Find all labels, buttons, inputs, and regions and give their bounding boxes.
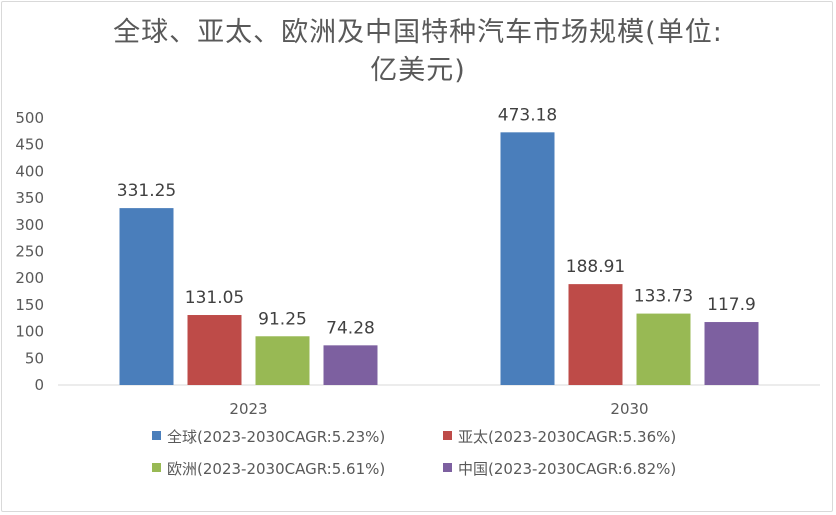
bar-china-2030 [704,322,759,385]
y-tick-label-150: 150 [15,296,44,314]
legend-swatch-asia-pacific [443,431,452,440]
y-tick-label-200: 200 [15,269,44,287]
y-tick-label-350: 350 [15,189,44,207]
bar-global-2030 [500,132,555,385]
x-category-label-2023: 2023 [229,400,267,418]
bar-asia-pacific-2030 [568,284,623,385]
data-label-china-2023: 74.28 [326,318,375,338]
data-label-global-2023: 331.25 [117,181,176,201]
legend-swatch-china [443,463,452,472]
y-tick-label-450: 450 [15,136,44,154]
bar-asia-pacific-2023 [187,315,242,385]
legend-label-europe: 欧洲(2023-2030CAGR:5.61%) [167,460,386,478]
y-tick-label-100: 100 [15,323,44,341]
legend-item-asia-pacific: 亚太(2023-2030CAGR:5.36%) [443,426,676,448]
data-label-china-2030: 117.9 [707,295,756,315]
data-label-europe-2030: 133.73 [634,287,693,307]
chart-legend: 全球(2023-2030CAGR:5.23%) 亚太(2023-2030CAGR… [0,416,836,506]
legend-item-global: 全球(2023-2030CAGR:5.23%) [152,426,385,448]
bar-europe-2030 [636,313,691,385]
x-category-label-2030: 2030 [610,400,648,418]
legend-swatch-global [152,431,161,440]
legend-label-china: 中国(2023-2030CAGR:6.82%) [458,460,677,478]
bar-europe-2023 [255,336,310,385]
chart-title: 全球、亚太、欧洲及中国特种汽车市场规模(单位: 亿美元) [0,14,836,90]
legend-label-asia-pacific: 亚太(2023-2030CAGR:5.36%) [458,428,677,446]
data-label-asia-pacific-2023: 131.05 [185,288,244,308]
data-label-asia-pacific-2030: 188.91 [566,257,625,277]
chart-title-line-1: 全球、亚太、欧洲及中国特种汽车市场规模(单位: [113,17,723,48]
chart-title-line-2: 亿美元) [370,55,466,86]
data-label-europe-2023: 91.25 [258,309,307,329]
y-tick-label-300: 300 [15,216,44,234]
y-tick-label-400: 400 [15,162,44,180]
legend-item-china: 中国(2023-2030CAGR:6.82%) [443,458,676,480]
legend-swatch-europe [152,463,161,472]
y-tick-label-250: 250 [15,243,44,261]
legend-label-global: 全球(2023-2030CAGR:5.23%) [167,428,386,446]
y-tick-label-50: 50 [25,349,44,367]
y-tick-label-500: 500 [15,109,44,127]
bar-china-2023 [323,345,378,385]
data-label-global-2030: 473.18 [498,105,557,125]
bar-global-2023 [119,208,174,385]
legend-item-europe: 欧洲(2023-2030CAGR:5.61%) [152,458,385,480]
y-tick-label-0: 0 [34,376,44,394]
